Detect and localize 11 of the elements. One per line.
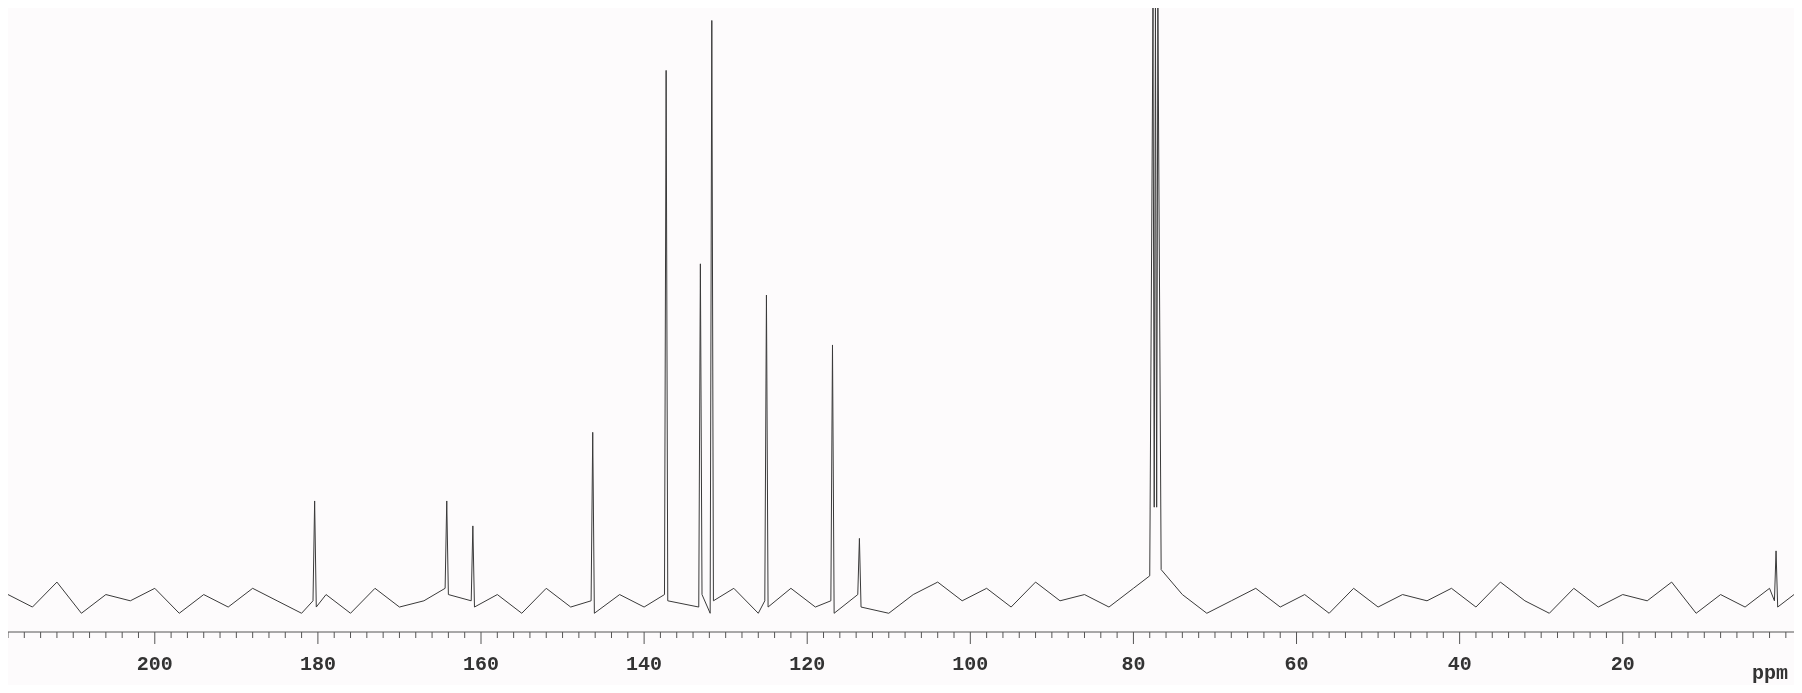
x-tick-label: 60	[1284, 653, 1309, 676]
x-axis-title: ppm	[1751, 662, 1788, 685]
x-tick-label: 40	[1447, 653, 1472, 676]
x-tick-label: 200	[136, 653, 173, 676]
x-tick-label: 20	[1610, 653, 1635, 676]
x-tick-label: 160	[463, 653, 500, 676]
x-tick-label: 100	[952, 653, 989, 676]
x-tick-label: 80	[1121, 653, 1146, 676]
x-tick-label: 140	[626, 653, 663, 676]
x-tick-label: 180	[299, 653, 336, 676]
x-tick-label: 120	[789, 653, 826, 676]
